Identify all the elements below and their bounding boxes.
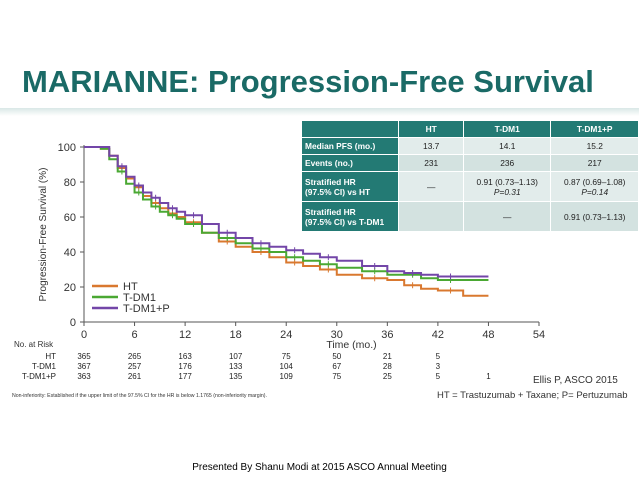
table-cell: [398, 201, 465, 232]
at-risk-value: 5: [435, 352, 441, 361]
table-row: Stratified HR (97.5% CI) vs HT — 0.91 (0…: [300, 171, 639, 202]
y-tick-label: 40: [64, 247, 76, 259]
table-row: Events (no.) 231 236 217: [300, 154, 639, 172]
row-label: Stratified HR (97.5% CI) vs HT: [300, 171, 400, 202]
at-risk-value: 75: [281, 352, 291, 361]
cell-line1: 0.91 (0.73–1.13): [476, 176, 538, 187]
at-risk-value: 133: [228, 362, 243, 371]
y-tick-label: 60: [64, 212, 76, 224]
table-header-row: HT T-DM1 T-DM1+P: [300, 120, 639, 138]
x-tick-label: 42: [432, 329, 444, 341]
table-header-tdm1: T-DM1: [463, 120, 552, 138]
results-table: HT T-DM1 T-DM1+P Median PFS (mo.) 13.7 1…: [300, 120, 639, 232]
citation: Ellis P, ASCO 2015: [533, 375, 618, 386]
legend-label: T-DM1+P: [123, 303, 170, 315]
title-rule: [0, 108, 639, 116]
at-risk-row-label: T-DM1: [32, 362, 56, 371]
at-risk-value: 75: [332, 372, 342, 381]
at-risk-value: 107: [228, 352, 243, 361]
table-header-blank: [300, 120, 400, 138]
table-cell: 231: [398, 154, 465, 172]
table-cell: 0.87 (0.69–1.08) P=0.14: [550, 171, 639, 202]
x-tick-label: 36: [381, 329, 393, 341]
x-axis-label: Time (mo.): [326, 339, 376, 351]
at-risk-value: 67: [332, 362, 342, 371]
cell-line1: 0.87 (0.69–1.08): [563, 176, 626, 187]
y-tick-label: 80: [64, 177, 76, 189]
table-cell: 15.2: [550, 137, 639, 155]
at-risk-value: 50: [332, 352, 342, 361]
at-risk-row-label: HT: [45, 352, 56, 361]
table-cell: —: [398, 171, 465, 202]
table-cell: 0.91 (0.73–1.13): [550, 201, 639, 232]
x-tick-label: 18: [230, 329, 242, 341]
at-risk-value: 261: [127, 372, 142, 381]
abbreviations: HT = Trastuzumab + Taxane; P= Pertuzumab: [437, 390, 628, 401]
at-risk-value: 265: [127, 352, 142, 361]
table-row: Median PFS (mo.) 13.7 14.1 15.2: [300, 137, 639, 155]
x-tick-label: 0: [81, 329, 87, 341]
y-axis-label: Progression-Free Survival (%): [38, 168, 49, 302]
legend-label: T-DM1: [123, 292, 156, 304]
row-label: Median PFS (mo.): [300, 137, 400, 155]
at-risk-value: 367: [77, 362, 91, 371]
at-risk-value: 3: [435, 362, 441, 371]
row-label: Stratified HR (97.5% CI) vs T-DM1: [300, 201, 400, 232]
at-risk-value: 1: [486, 372, 491, 381]
legend-label: HT: [123, 281, 138, 293]
table-cell: 217: [550, 154, 639, 172]
x-tick-label: 6: [131, 329, 137, 341]
y-tick-label: 100: [58, 142, 76, 154]
table-cell: —: [463, 201, 552, 232]
x-tick-label: 30: [331, 329, 343, 341]
cell-line2: P=0.14: [581, 186, 609, 197]
table-header-tdm1p: T-DM1+P: [550, 120, 639, 138]
at-risk-value: 176: [178, 362, 192, 371]
x-tick-label: 24: [280, 329, 292, 341]
at-risk-value: 177: [178, 372, 192, 381]
x-tick-label: 48: [482, 329, 494, 341]
table-cell: 13.7: [398, 137, 465, 155]
table-row: Stratified HR (97.5% CI) vs T-DM1 — 0.91…: [300, 201, 639, 232]
cell-line2: P=0.31: [493, 186, 521, 197]
slide-title: MARIANNE: Progression-Free Survival: [22, 64, 594, 99]
row-label-line1: Stratified HR: [305, 176, 356, 187]
table-cell: 0.91 (0.73–1.13) P=0.31: [463, 171, 552, 202]
table-cell: 236: [463, 154, 552, 172]
footnote: Non-inferiority: Established if the uppe…: [12, 393, 267, 399]
row-label-line2: (97.5% CI) vs HT: [305, 186, 371, 197]
footer-credit: Presented By Shanu Modi at 2015 ASCO Ann…: [192, 462, 447, 473]
x-tick-label: 54: [533, 329, 545, 341]
row-label-line2: (97.5% CI) vs T-DM1: [305, 216, 385, 227]
row-label: Events (no.): [300, 154, 400, 172]
table-cell: 14.1: [463, 137, 552, 155]
x-tick-label: 12: [179, 329, 191, 341]
at-risk-value: 28: [382, 362, 392, 371]
y-tick-label: 0: [70, 317, 76, 329]
at-risk-value: 257: [127, 362, 142, 371]
at-risk-row-label: T-DM1+P: [21, 372, 56, 381]
at-risk-value: 104: [279, 362, 293, 371]
table-header-ht: HT: [398, 120, 465, 138]
at-risk-value: 5: [435, 372, 441, 381]
at-risk-value: 365: [77, 352, 91, 361]
row-label-line1: Stratified HR: [305, 206, 356, 217]
at-risk-value: 25: [382, 372, 392, 381]
y-tick-label: 20: [64, 282, 76, 294]
at-risk-title: No. at Risk: [14, 340, 54, 349]
at-risk-value: 163: [178, 352, 192, 361]
at-risk-value: 363: [77, 372, 91, 381]
at-risk-value: 21: [382, 352, 392, 361]
at-risk-value: 135: [228, 372, 243, 381]
at-risk-value: 109: [279, 372, 293, 381]
